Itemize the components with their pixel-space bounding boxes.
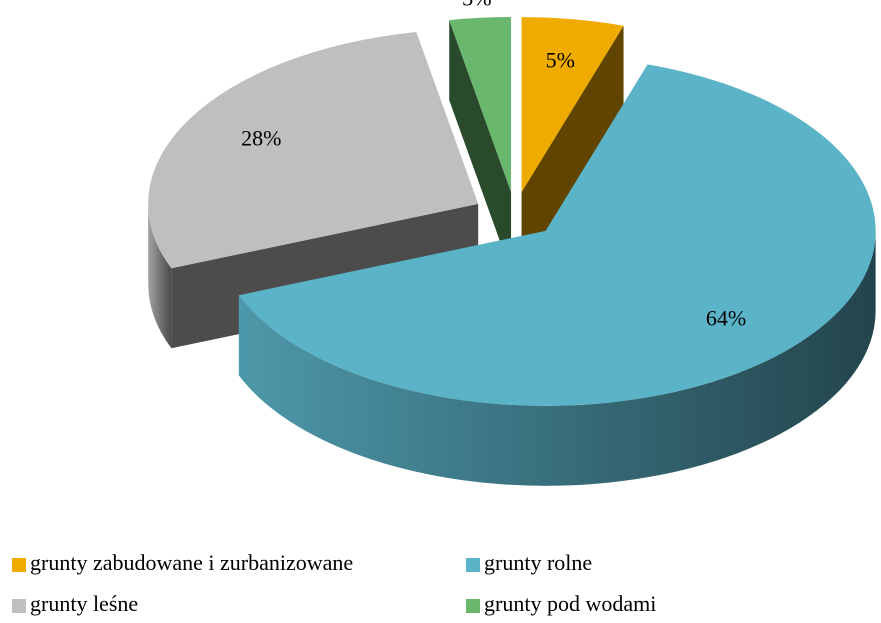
slice-tops — [148, 17, 876, 406]
legend-label: grunty pod wodami — [484, 591, 656, 616]
legend-label: grunty zabudowane i zurbanizowane — [30, 550, 353, 575]
slice — [521, 17, 624, 193]
data-label: 5% — [546, 48, 575, 73]
slice-wall — [449, 20, 512, 273]
data-label: 3% — [462, 0, 491, 10]
legend-swatch — [12, 599, 26, 613]
slice — [238, 64, 876, 406]
slice-side — [148, 203, 172, 349]
slice-sides — [148, 20, 876, 486]
legend-label: grunty leśne — [30, 591, 138, 616]
slice-wall — [521, 25, 624, 273]
legend-swatch — [466, 599, 480, 613]
legend-swatch — [12, 558, 26, 572]
data-label: 28% — [241, 126, 281, 151]
data-label: 64% — [706, 306, 746, 331]
slice — [449, 17, 512, 193]
legend-swatch — [466, 558, 480, 572]
legend-label: grunty rolne — [484, 550, 592, 575]
slice — [148, 31, 479, 269]
slice-side — [238, 230, 876, 486]
